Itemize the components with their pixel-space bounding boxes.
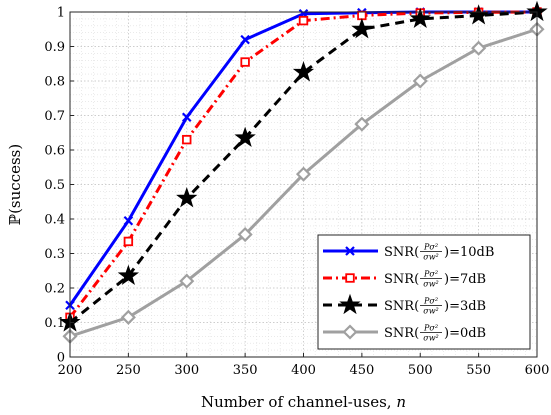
legend-fraction-numerator: Pσ² — [423, 270, 438, 279]
legend-label-suffix: )=10dB — [444, 245, 494, 260]
series-line — [69, 10, 538, 324]
x-marker-stroke — [181, 112, 192, 123]
star-marker — [351, 18, 373, 39]
series-4 — [62, 21, 545, 344]
x-tick-label: 250 — [116, 363, 141, 378]
legend-fraction-denominator: σw² — [423, 280, 439, 289]
x-tick-label: 600 — [525, 363, 550, 378]
diamond-marker — [471, 40, 487, 56]
legend-label-suffix: )=0dB — [444, 326, 486, 341]
square-marker — [123, 236, 134, 247]
star-marker — [176, 187, 198, 208]
legend-label-prefix: SNR( — [384, 245, 419, 260]
star-marker — [339, 293, 361, 315]
legend-label-prefix: SNR( — [384, 326, 419, 341]
x-axis-label: Number of channel-uses, n — [201, 393, 406, 411]
y-tick-label: 0.4 — [44, 213, 65, 228]
star-marker — [409, 7, 431, 28]
diamond-marker — [412, 73, 428, 89]
legend-label-suffix: )=7dB — [444, 272, 486, 287]
y-tick-label: 0.6 — [44, 144, 65, 159]
y-tick-label: 0 — [57, 351, 65, 366]
y-tick-label: 1 — [57, 6, 65, 21]
x-marker — [345, 246, 355, 256]
y-tick-label: 0.5 — [44, 178, 65, 193]
legend-fraction-denominator: σw² — [423, 307, 439, 316]
x-axis-label-prefix: Number of channel-uses, — [201, 393, 396, 411]
y-tick-label: 0.1 — [44, 316, 65, 331]
x-marker — [240, 34, 250, 45]
star-marker — [292, 61, 315, 82]
legend-fraction-denominator: σw² — [423, 334, 439, 343]
x-marker-stroke — [123, 215, 134, 226]
x-marker — [181, 112, 192, 123]
diamond-marker — [354, 116, 370, 132]
diamond-marker — [179, 273, 195, 289]
x-tick-label: 350 — [233, 363, 258, 378]
diamond-marker — [120, 309, 136, 325]
square-marker — [345, 273, 355, 283]
y-tick-label: 0.2 — [44, 282, 65, 297]
legend-fraction-numerator: Pσ² — [423, 243, 438, 252]
diamond-marker — [342, 324, 358, 340]
diamond-marker — [237, 226, 253, 243]
legend-fraction-denominator: σw² — [423, 253, 439, 262]
legend-label-prefix: SNR( — [384, 299, 419, 314]
series-layer — [59, 0, 548, 344]
x-tick-label: 500 — [408, 363, 433, 378]
square-marker — [240, 57, 250, 67]
x-tick-label: 400 — [291, 363, 316, 378]
y-axis-label: ℙ(success) — [6, 144, 24, 225]
square-marker — [298, 15, 309, 26]
legend-fraction-numerator: Pσ² — [423, 297, 438, 306]
x-marker — [123, 215, 134, 226]
legend-fraction-numerator: Pσ² — [423, 324, 438, 333]
x-tick-label: 450 — [349, 363, 374, 378]
x-tick-label: 300 — [174, 363, 199, 378]
ticks: 200 250 300 350 400 450 500 550 600 0 0.1 0.2 0.3 0.4… — [44, 6, 549, 379]
legend: SNR(Pσ²σw²)=10dBSNR(Pσ²σw²)=7dBSNR(Pσ²σw… — [317, 234, 531, 350]
y-tick-label: 0.3 — [44, 247, 65, 262]
x-axis-label-variable: n — [396, 393, 406, 411]
square-marker — [182, 134, 192, 145]
star-marker — [234, 126, 256, 148]
x-marker-stroke — [240, 34, 250, 45]
x-tick-label: 200 — [58, 363, 83, 378]
y-tick-label: 0.7 — [44, 109, 65, 124]
legend-label-prefix: SNR( — [384, 272, 419, 287]
series-3 — [59, 0, 548, 332]
y-tick-label: 0.8 — [44, 75, 65, 90]
x-tick-label: 550 — [466, 363, 491, 378]
x-marker-stroke — [345, 246, 355, 256]
diamond-marker — [295, 166, 312, 182]
y-tick-label: 0.9 — [44, 40, 65, 55]
legend-label-suffix: )=3dB — [444, 299, 486, 314]
star-marker — [117, 264, 140, 286]
